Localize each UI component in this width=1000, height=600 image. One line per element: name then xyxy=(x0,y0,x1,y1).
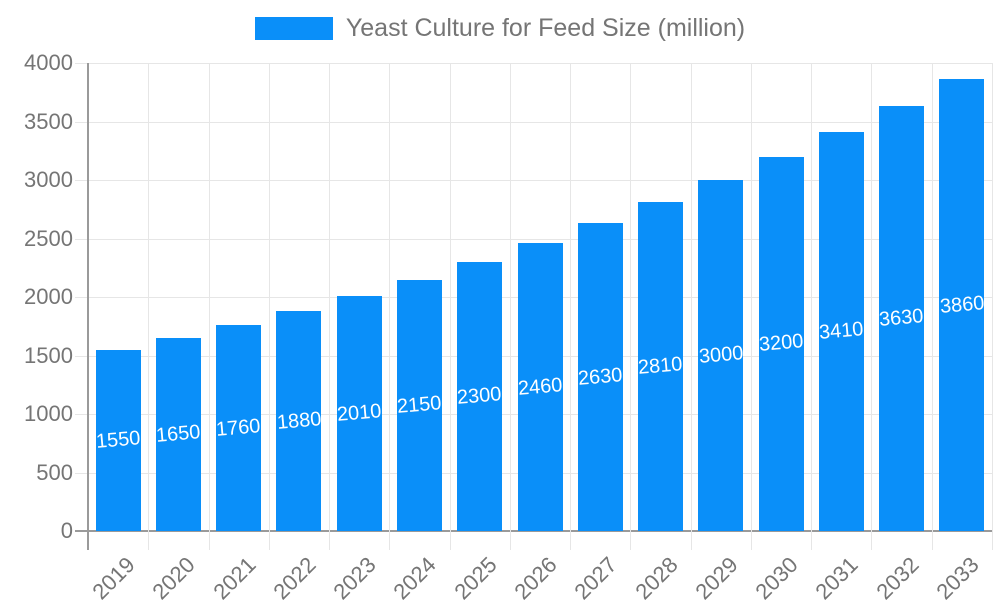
bar[interactable]: 2630 xyxy=(577,223,623,531)
bar[interactable]: 3630 xyxy=(879,106,925,531)
vertical-gridline xyxy=(931,63,933,531)
x-axis-tick xyxy=(931,531,933,550)
y-tick-label: 0 xyxy=(60,518,73,543)
x-axis-tick xyxy=(630,531,632,550)
x-tick-label: 2019 xyxy=(87,552,140,600)
vertical-gridline xyxy=(268,63,270,531)
x-axis-baseline xyxy=(75,530,992,532)
y-tick-label: 3500 xyxy=(24,108,73,134)
horizontal-gridline xyxy=(75,180,992,181)
vertical-gridline xyxy=(630,63,632,531)
legend-swatch xyxy=(254,17,333,40)
vertical-gridline xyxy=(750,63,752,531)
x-axis-tick xyxy=(509,531,511,550)
vertical-gridline xyxy=(992,63,993,531)
vertical-gridline xyxy=(690,63,692,531)
vertical-gridline xyxy=(208,63,210,531)
bar[interactable]: 1880 xyxy=(276,311,322,531)
bar[interactable]: 1650 xyxy=(155,338,201,531)
x-axis-tick xyxy=(208,531,210,550)
x-axis-tick xyxy=(148,531,150,550)
y-tick-label: 4000 xyxy=(24,50,73,75)
vertical-gridline xyxy=(509,63,511,531)
x-axis-tick xyxy=(570,531,572,550)
bar[interactable]: 2150 xyxy=(397,279,442,531)
x-axis-tick xyxy=(750,531,752,550)
x-axis-tick xyxy=(449,531,451,550)
vertical-gridline xyxy=(389,63,391,531)
x-axis-tick xyxy=(690,531,692,550)
x-axis-tick xyxy=(329,531,331,550)
x-axis-tick xyxy=(811,531,813,550)
y-tick-label: 500 xyxy=(36,459,73,485)
y-tick-label: 1000 xyxy=(24,401,73,426)
bar[interactable]: 3000 xyxy=(698,180,744,531)
bar[interactable]: 3860 xyxy=(939,79,985,531)
horizontal-gridline xyxy=(75,238,992,240)
y-tick-label: 1500 xyxy=(24,342,73,368)
bar[interactable]: 1550 xyxy=(95,349,141,531)
bar[interactable]: 2460 xyxy=(517,243,563,531)
x-axis-tick xyxy=(992,531,993,550)
bar[interactable]: 1760 xyxy=(216,325,262,531)
vertical-gridline xyxy=(329,63,331,531)
vertical-gridline xyxy=(148,63,150,531)
horizontal-gridline xyxy=(75,63,992,64)
bar[interactable]: 3410 xyxy=(818,132,864,531)
vertical-gridline xyxy=(449,63,451,531)
x-axis-tick xyxy=(268,531,270,550)
y-axis-line xyxy=(87,63,89,550)
bar[interactable]: 3200 xyxy=(758,156,804,531)
vertical-gridline xyxy=(811,63,813,531)
bar[interactable]: 2010 xyxy=(336,295,382,531)
horizontal-gridline xyxy=(75,121,992,123)
legend[interactable]: Yeast Culture for Feed Size (million) xyxy=(0,14,1000,43)
bar[interactable]: 2810 xyxy=(638,202,683,531)
legend-label: Yeast Culture for Feed Size (million) xyxy=(345,14,746,42)
vertical-gridline xyxy=(871,63,873,531)
y-tick-label: 2500 xyxy=(24,225,73,251)
x-axis-tick xyxy=(389,531,391,550)
y-tick-label: 3000 xyxy=(24,167,73,192)
vertical-gridline xyxy=(570,63,572,531)
bar[interactable]: 2300 xyxy=(457,261,503,531)
x-axis-tick xyxy=(871,531,873,550)
y-tick-label: 2000 xyxy=(24,284,73,309)
